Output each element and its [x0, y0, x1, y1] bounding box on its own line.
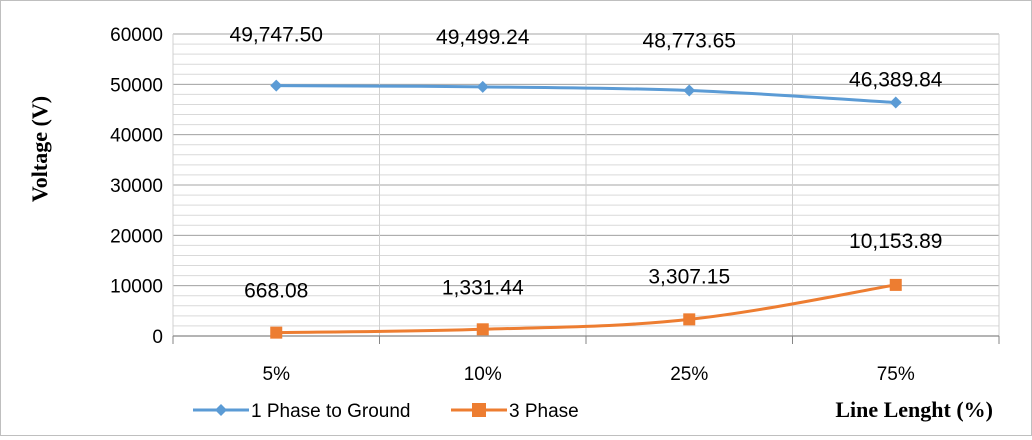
legend-label: 3 Phase [509, 401, 579, 422]
x-axis-title: Line Lenght (%) [835, 397, 993, 422]
data-point-diamond [683, 84, 696, 97]
y-tick-label: 10000 [110, 277, 163, 298]
data-label: 49,747.50 [230, 24, 323, 47]
x-tick-label: 10% [464, 364, 502, 385]
data-point-square [270, 326, 283, 339]
gridlines [172, 33, 1000, 337]
legend-marker-diamond [215, 404, 227, 416]
x-tick-label: 75% [877, 364, 915, 385]
x-tick-label: 25% [670, 364, 708, 385]
legend-label: 1 Phase to Ground [251, 401, 411, 422]
data-point-diamond [476, 80, 489, 93]
data-label: 49,499.24 [436, 26, 530, 49]
data-label: 668.08 [244, 280, 308, 303]
x-tick-labels: 5% 10% 25% 75% [263, 364, 915, 385]
data-point-diamond [270, 79, 283, 92]
y-tick-label: 60000 [110, 25, 163, 46]
data-point-square [889, 278, 902, 291]
y-tick-label: 30000 [110, 176, 163, 197]
data-label: 3,307.15 [648, 265, 730, 288]
data-point-square [683, 313, 696, 326]
y-tick-label: 0 [152, 327, 163, 348]
series-line-2 [276, 283, 896, 335]
data-label: 48,773.65 [643, 30, 736, 53]
x-tick-label: 5% [263, 364, 291, 385]
data-point-square [476, 323, 489, 336]
legend-marker-square [472, 403, 486, 417]
data-label: 46,389.84 [849, 69, 943, 92]
y-axis-title: Voltage (V) [27, 96, 52, 202]
data-labels: 49,747.50 49,499.24 48,773.65 46,389.84 668.… [230, 24, 943, 303]
axes [172, 335, 1000, 344]
data-point-diamond [889, 96, 902, 109]
legend-item-1: 1 Phase to Ground [193, 401, 411, 422]
data-label: 10,153.89 [849, 230, 942, 253]
y-tick-label: 20000 [110, 226, 163, 247]
legend: 1 Phase to Ground 3 Phase [193, 401, 579, 422]
y-tick-labels: 0 10000 20000 30000 40000 50000 60000 [110, 25, 163, 348]
series-layer [270, 79, 902, 339]
series-line-1 [276, 84, 896, 105]
legend-item-2: 3 Phase [451, 401, 579, 422]
data-label: 1,331.44 [442, 276, 524, 299]
y-tick-label: 40000 [110, 126, 163, 147]
y-tick-label: 50000 [110, 75, 163, 96]
